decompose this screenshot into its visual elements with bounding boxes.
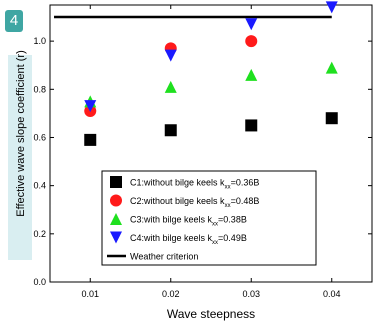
x-axis-label: Wave steepness <box>167 307 255 321</box>
y-tick-label: 0.8 <box>33 84 46 94</box>
legend-marker-3 <box>110 213 122 225</box>
figure-number-badge: 4 <box>5 10 23 32</box>
data-point-series-4 <box>164 49 177 62</box>
data-point-series-3 <box>325 61 338 74</box>
data-point-series-4 <box>325 1 338 14</box>
data-point-series-3 <box>164 80 177 93</box>
data-point-series-1 <box>164 124 177 137</box>
legend-marker-4 <box>110 231 122 244</box>
legend-box <box>101 170 317 266</box>
y-tick-label: 0.4 <box>33 181 46 191</box>
x-tick-label: 0.04 <box>323 289 341 299</box>
data-point-series-3 <box>245 68 258 81</box>
y-tick-label: 0.2 <box>33 229 46 239</box>
plot-frame <box>49 4 373 283</box>
legend-label-4: C4:with bilge keels kxx=0.49B <box>130 233 247 246</box>
data-point-series-4 <box>245 18 258 31</box>
legend-label-3: C3:with bilge keels kxx=0.38B <box>130 215 247 228</box>
legend-label-weather: Weather criterion <box>130 252 198 262</box>
data-point-series-1 <box>84 133 97 146</box>
x-tick-label: 0.03 <box>242 289 260 299</box>
legend-marker-2 <box>110 194 122 207</box>
data-point-series-1 <box>325 112 338 125</box>
y-tick-label: 0.0 <box>33 277 46 287</box>
legend-marker-1 <box>110 176 122 188</box>
y-axis-label: Effective wave slope coefficient (r) <box>15 50 27 217</box>
y-tick-label: 1.0 <box>33 36 46 46</box>
legend-label-2: C2:without bilge keels kxx=0.48B <box>130 196 259 209</box>
data-point-series-4 <box>84 100 97 113</box>
y-tick-label: 0.6 <box>33 132 46 142</box>
data-point-series-1 <box>245 119 258 132</box>
x-tick-label: 0.02 <box>162 289 180 299</box>
x-tick-label: 0.01 <box>81 289 99 299</box>
legend-label-1: C1:without bilge keels kxx=0.36B <box>130 178 259 191</box>
data-point-series-2 <box>245 35 258 48</box>
ylabel-highlight <box>8 55 32 260</box>
